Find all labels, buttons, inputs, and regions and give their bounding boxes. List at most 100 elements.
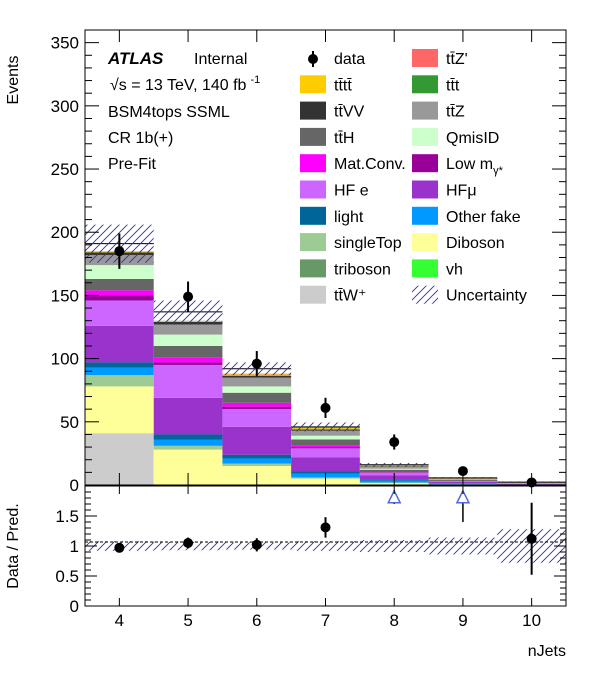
data-point-2 [252,359,262,369]
bar-segment-12-3 [291,431,360,436]
bar-segment-11-3 [291,436,360,440]
x-axis-title: nJets [528,643,566,660]
region-label: CR 1b(+) [108,130,173,147]
ratio-point-0 [114,543,124,553]
bar-segment-10-2 [222,393,291,403]
ratio-y-tick-label-2: 1 [70,537,79,556]
bar-segment-8-2 [222,407,291,410]
data-point-3 [321,403,331,413]
legend-swatch-right-0 [412,49,438,67]
bar-segment-8-1 [154,362,223,365]
bar-segment-11-2 [222,386,291,392]
legend-swatch-right-7 [412,233,438,251]
bar-segment-3-0 [85,375,154,386]
bar-segment-7-2 [222,409,291,427]
y-tick-label-2: 100 [51,350,79,369]
uncertainty-band-4 [360,463,429,467]
energy-label: √s = 13 TeV, 140 fb-1 [110,74,260,94]
bar-segment-10-0 [85,279,154,290]
legend-label-right-9: Uncertainty [446,288,527,305]
bar-segment-4-0 [85,367,154,375]
ratio-point-2 [252,540,262,550]
legend-label-left-7: singleTop [334,235,402,252]
ratio-y-tick-label-0: 0 [70,597,79,616]
legend-swatch-left-5 [300,181,326,199]
bar-segment-7-3 [291,448,360,457]
legend-swatch-left-9 [300,286,326,304]
bar-segment-6-1 [154,398,223,435]
legend-swatch-right-1 [412,75,438,93]
uncertainty-band-3 [291,422,360,431]
legend-swatch-right-2 [412,102,438,120]
legend-label-left-6: light [334,209,364,226]
bar-segment-5-2 [222,455,291,459]
data-point-4 [389,437,399,447]
legend-label-right-2: tt̄Z [446,104,465,121]
bar-segment-12-1 [154,324,223,334]
legend-label-right-8: vh [446,261,463,278]
legend-label-left-9: tt̄W⁺ [334,288,366,305]
bar-segment-6-2 [222,427,291,455]
legend-label-left-3: tt̄H [334,130,354,147]
bar-segment-9-3 [291,446,360,447]
x-tick-label-1: 5 [183,611,192,630]
ratio-points [114,491,536,575]
x-tick-label-3: 7 [321,611,330,630]
legend-swatch-right-9 [412,286,438,304]
bar-segment-4-2 [222,458,291,463]
ratio-uncertainty-5 [429,538,498,555]
legend-swatch-right-6 [412,207,438,225]
data-point-1 [183,292,193,302]
legend-label-right-5: HFμ [446,183,477,200]
bar-segment-9-1 [154,357,223,362]
legend-swatch-left-6 [300,207,326,225]
legend-label-left-8: triboson [334,261,391,278]
y-tick-label-4: 200 [51,223,79,242]
y-axis-title: Events [5,56,22,105]
x-tick-label-6: 10 [522,611,541,630]
bar-segment-3-1 [154,446,223,450]
bar-segment-11-4 [360,469,429,470]
y-tick-label-0: 0 [70,476,79,495]
bar-segment-12-4 [360,467,429,469]
ratio-y-tick-label-1: 0.5 [55,567,79,586]
bar-segment-4-1 [154,440,223,446]
bar-segment-10-4 [360,470,429,473]
atlas-label: ATLAS [107,49,164,68]
bar-segment-9-0 [85,290,154,295]
ratio-y-tick-label-3: 1.5 [55,507,79,526]
ratio-point-1 [183,538,193,548]
x-tick-label-2: 6 [252,611,261,630]
bar-segment-11-1 [154,335,223,346]
bar-segment-2-0 [85,386,154,433]
analysis-label: BSM4tops SSML [108,104,230,121]
legend-label-left-5: HF e [334,183,369,200]
x-tick-label-0: 4 [115,611,124,630]
y-tick-label-6: 300 [51,97,79,116]
legend-label-left-4: Mat.Conv. [334,156,406,173]
legend-label-left-2: tt̄VV [334,104,365,121]
legend-swatch-left-8 [300,259,326,277]
legend-label-right-6: Other fake [446,209,521,226]
y-tick-label-7: 350 [51,34,79,53]
legend-label-right-4: Low mγ* [446,156,504,177]
energy-exponent: -1 [250,74,260,86]
legend-swatch-left-7 [300,233,326,251]
ratio-point-3 [321,522,331,532]
legend-label-right-0: tt̄Z' [446,51,468,68]
legend-label-left-0: data [334,51,365,68]
bar-segment-12-2 [222,378,291,387]
bar-segment-5-1 [154,434,223,439]
legend-swatch-left-3 [300,128,326,146]
data-point-0 [114,246,124,256]
legend-swatch-left-2 [300,102,326,120]
x-tick-label-4: 8 [389,611,398,630]
bar-segment-10-1 [154,346,223,357]
bar-segment-6-0 [85,326,154,363]
bar-segment-5-0 [85,362,154,367]
legend-swatch-right-8 [412,259,438,277]
legend-swatch-right-5 [412,181,438,199]
